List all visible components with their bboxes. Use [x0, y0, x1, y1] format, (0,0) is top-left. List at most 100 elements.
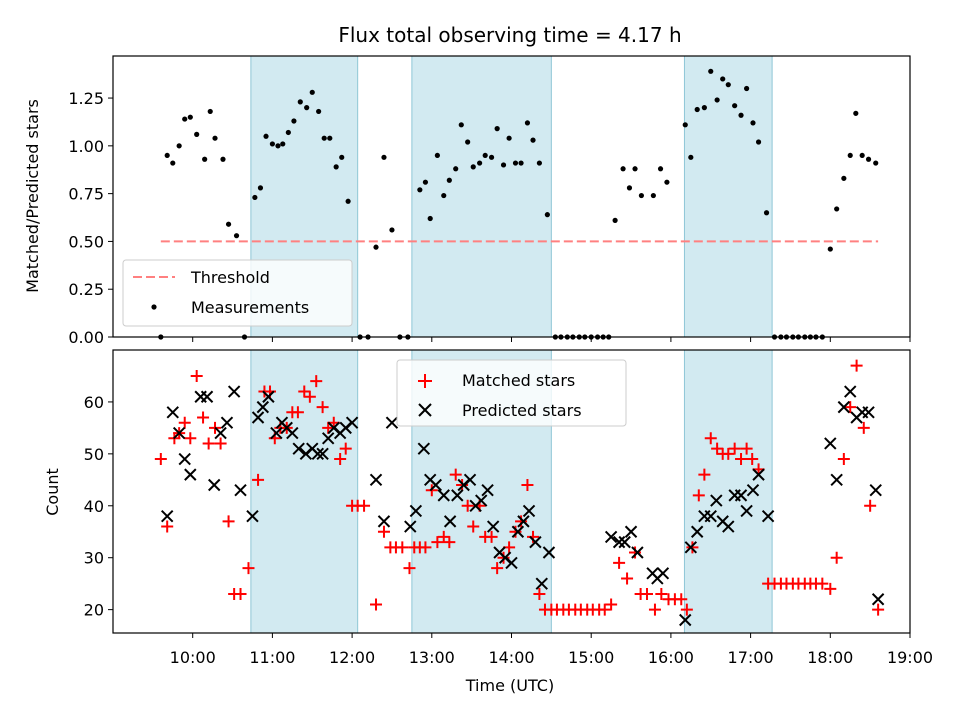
matched-stars-point: [704, 432, 717, 445]
predicted-stars-point: [208, 478, 221, 492]
measurement-point: [176, 143, 182, 149]
shaded-interval: [683, 349, 773, 634]
matched-stars-point: [431, 536, 444, 549]
predicted-stars-point: [522, 504, 536, 518]
y-tick-label: 0.75: [68, 185, 104, 204]
x-tick-label: 11:00: [249, 648, 295, 667]
matched-stars-point: [648, 603, 661, 616]
plot-marks: [154, 359, 885, 627]
measurement-point: [477, 160, 483, 166]
matched-stars-point: [686, 541, 699, 554]
measurement-point: [682, 122, 688, 128]
matched-stars-point: [692, 489, 705, 502]
legend-measurements-label: Measurements: [191, 298, 309, 317]
measurement-point: [269, 141, 275, 147]
measurement-point: [834, 206, 840, 212]
measurement-point: [280, 141, 286, 147]
matched-stars-point: [613, 556, 626, 569]
measurement-point: [417, 187, 423, 193]
matched-stars-point: [655, 588, 668, 601]
x-tick-label: 13:00: [409, 648, 455, 667]
matched-stars-point: [509, 525, 522, 538]
measurement-point: [291, 118, 297, 124]
measurement-point: [544, 212, 550, 218]
measurement-point: [446, 177, 452, 183]
matched-stars-point: [449, 468, 462, 481]
measurement-point: [694, 106, 700, 113]
matched-stars-point: [857, 421, 870, 434]
measurement-point: [309, 89, 315, 95]
measurement-point: [297, 99, 303, 105]
measurement-point: [708, 68, 714, 74]
predicted-stars-point: [862, 406, 875, 419]
matched-stars-point: [197, 411, 210, 424]
measurement-point: [873, 160, 879, 166]
measurement-point: [506, 135, 512, 141]
predicted-stars-point: [684, 541, 698, 554]
predicted-stars-point: [463, 473, 477, 487]
matched-stars-point: [396, 541, 409, 554]
measurement-point: [755, 139, 762, 145]
predicted-stars-point: [345, 416, 359, 429]
predicted-stars-point: [690, 525, 704, 538]
measurement-point: [182, 116, 188, 122]
x-tick-label: 17:00: [728, 648, 774, 667]
y-tick-label: 20: [84, 601, 104, 620]
predicted-stars-point: [517, 515, 530, 528]
measurement-point: [488, 154, 495, 160]
predicted-stars-point: [511, 525, 525, 538]
measurement-point: [333, 164, 339, 170]
predicted-stars-point: [710, 494, 723, 507]
matched-stars-point: [735, 453, 748, 466]
legend: Matched stars Predicted stars: [396, 359, 627, 427]
y-tick-label: 40: [84, 497, 104, 516]
legend-predicted-label: Predicted stars: [462, 401, 582, 420]
measurement-point: [763, 210, 770, 216]
x-axis-ticks: 10:00 11:00 12:00 13:00 14:00 15:00 16:00 17:00…: [170, 648, 933, 667]
predicted-stars-point: [429, 478, 442, 492]
legend: Threshold Measurements: [122, 259, 353, 327]
predicted-stars-point: [734, 489, 748, 502]
matched-stars-point: [533, 588, 546, 601]
measurement-point: [720, 76, 726, 82]
predicted-stars-point: [679, 613, 692, 627]
matched-stars-point: [605, 598, 618, 611]
predicted-stars-point: [624, 525, 638, 538]
matched-stars-point: [740, 442, 753, 455]
matched-stars-point: [377, 525, 390, 538]
matched-stars-point: [184, 432, 197, 445]
measurement-point: [225, 221, 232, 227]
y-tick-label: 60: [84, 393, 104, 412]
predicted-stars-point: [752, 468, 765, 481]
measurement-point: [638, 192, 645, 199]
predicted-stars-point: [529, 535, 542, 549]
predicted-stars-point: [844, 385, 857, 398]
matched-stars-point: [515, 515, 528, 528]
predicted-stars-point: [631, 546, 644, 559]
measurement-point: [453, 166, 459, 172]
matched-stars-point: [419, 541, 432, 554]
matched-stars-point: [598, 603, 611, 616]
predicted-stars-point: [292, 442, 305, 455]
predicted-stars-point: [377, 515, 391, 528]
matched-stars-point: [234, 588, 247, 601]
predicted-stars-point: [214, 426, 227, 440]
matched-stars-point: [467, 520, 480, 533]
measurement-point: [847, 152, 853, 159]
measurement-point: [865, 156, 872, 162]
measurement-point: [316, 108, 322, 115]
matched-stars-point: [190, 369, 203, 382]
predicted-stars-point: [505, 556, 518, 570]
measurement-point: [626, 185, 633, 191]
measurement-point: [612, 217, 618, 223]
matched-stars-point: [403, 562, 416, 575]
predicted-stars-point: [369, 473, 383, 487]
y-tick-label: 0.00: [68, 328, 104, 347]
measurement-point: [470, 164, 476, 170]
y-tick-label: 0.25: [68, 280, 104, 299]
measurement-point: [187, 114, 193, 120]
measurement-point: [620, 166, 626, 172]
x-tick-label: 19:00: [887, 648, 933, 667]
matched-stars-point: [461, 499, 474, 512]
measurement-point: [744, 85, 750, 92]
